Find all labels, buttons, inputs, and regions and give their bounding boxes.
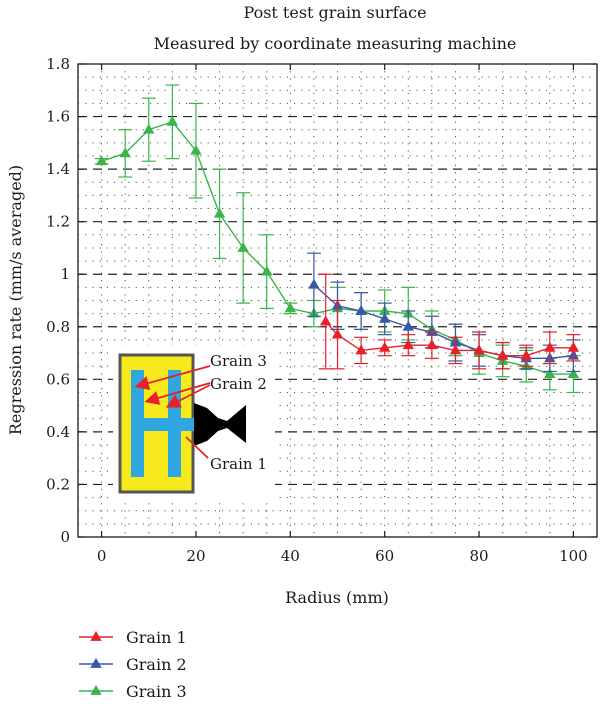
legend-item-grain-3: Grain 3 [79,682,187,701]
series [94,84,581,394]
data-point [143,123,155,134]
port-bar [131,418,181,431]
data-point [95,155,108,166]
data-point [355,305,367,315]
y-tick-label: 0 [60,528,70,546]
legend-marker [90,631,102,641]
port-exit [181,418,194,431]
y-axis-label: Regression rate (mm/s averaged) [6,165,25,435]
data-point [473,344,485,355]
nozzle-shape [194,403,246,446]
series-grain-2 [306,252,581,373]
data-point [520,349,532,360]
data-point [449,344,462,355]
data-point [567,341,580,352]
x-tick-label: 20 [186,547,205,565]
data-point [426,326,438,336]
x-axis-label: Radius (mm) [285,588,389,607]
data-point [378,312,391,323]
data-point [331,328,344,339]
data-point [496,349,509,360]
y-tick-label: 1.2 [46,213,70,231]
legend-label: Grain 1 [126,628,187,647]
data-point [284,302,297,313]
x-tick-label: 60 [375,547,394,565]
legend-item-grain-2: Grain 2 [79,655,187,674]
data-point [190,144,202,155]
y-tick-label: 0.8 [46,318,70,336]
x-tick-label: 0 [97,547,107,565]
x-tick-label: 100 [559,547,588,565]
x-tick-label: 40 [281,547,300,565]
data-point [119,147,131,158]
inset-label-grain-2: Grain 2 [210,375,267,393]
series-grain-1 [318,273,581,370]
data-point [261,265,273,276]
legend: Grain 1 Grain 2 Grain 3 [79,628,187,701]
legend-item-grain-1: Grain 1 [79,628,187,647]
data-point [567,368,580,378]
y-tick-label: 0.4 [46,423,70,441]
data-point [320,315,332,326]
legend-label: Grain 2 [126,655,187,674]
ticks: 0 20 40 60 80 100 0 0.2 0.4 0.6 0.8 1 1.2 1.4 1.6 1.8 [46,55,597,565]
y-tick-label: 0.6 [46,370,70,388]
data-point [213,207,226,218]
legend-marker [90,658,102,668]
legend-label: Grain 3 [126,682,187,701]
data-point [355,344,367,355]
data-point [378,341,391,352]
legend-marker [90,685,102,695]
arrow-grain-3 [134,365,211,391]
inset-label-grain-1: Grain 1 [210,455,267,473]
data-point [402,339,414,350]
data-point [166,115,179,126]
y-tick-label: 1 [60,265,70,283]
data-point [544,368,556,378]
y-tick-label: 1.4 [46,160,70,178]
data-point [402,320,414,331]
arrow-grain-1 [185,436,209,459]
grain-schematic: Grain 3 Grain 2 Grain 1 [113,345,275,500]
data-point [426,339,438,350]
y-tick-label: 1.8 [46,55,70,73]
data-point [308,278,320,289]
arrow-grain-2-left [144,382,211,405]
data-point [237,241,249,252]
chart-subtitle: Measured by coordinate measuring machine [154,34,517,53]
series-line [325,321,574,357]
x-tick-label: 80 [469,547,488,565]
arrow-grain-2-right [165,384,211,408]
inset-label-grain-3: Grain 3 [210,352,267,370]
data-point [544,341,556,352]
chart-title: Post test grain surface [243,3,426,22]
y-tick-label: 0.2 [46,475,70,493]
y-tick-label: 1.6 [46,108,70,126]
